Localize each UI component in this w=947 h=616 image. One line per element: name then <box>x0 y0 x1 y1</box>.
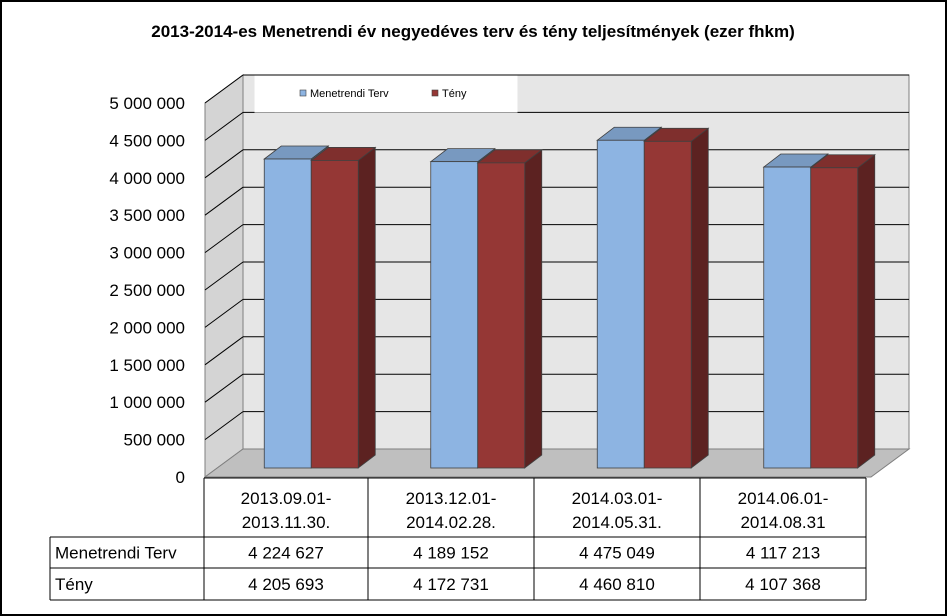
gridline-side <box>204 373 244 403</box>
y-tick-label: 3 500 000 <box>109 206 185 225</box>
gridline-side <box>204 261 244 291</box>
table-category-label: 2014.06.01- <box>738 489 829 508</box>
bar <box>476 149 543 469</box>
chart-title: 2013-2014-es Menetrendi év negyedéves te… <box>151 22 795 41</box>
y-tick-label: 500 000 <box>124 431 185 450</box>
y-tick-label: 1 000 000 <box>109 393 185 412</box>
table-value: 4 205 693 <box>248 575 324 594</box>
y-tick-label: 1 500 000 <box>109 356 185 375</box>
bar-front <box>810 167 859 469</box>
table-category-label: 2013.12.01- <box>406 489 497 508</box>
legend-swatch <box>431 89 439 97</box>
bar-front <box>263 158 312 469</box>
data-table: 2013.09.01- 2013.11.30. 2013.12.01- 2014.02… <box>49 477 867 601</box>
gridline-side <box>204 298 244 328</box>
y-tick-label: 2 500 000 <box>109 281 185 300</box>
table-category-label: 2013.11.30. <box>242 513 331 532</box>
bar <box>643 127 710 469</box>
bar-front <box>430 161 479 469</box>
legend-swatch <box>299 89 307 97</box>
gridline-side <box>204 186 244 216</box>
bar-front <box>763 166 812 469</box>
table-category-label: 2014.03.01- <box>572 489 663 508</box>
table-category-label: 2013.09.01- <box>241 489 332 508</box>
y-tick-label: 5 000 000 <box>109 94 185 113</box>
gridline-side <box>204 411 244 441</box>
floor <box>203 448 911 478</box>
bar-side <box>857 153 876 469</box>
gridline-side <box>204 336 244 366</box>
y-tick-label: 4 500 000 <box>109 131 185 150</box>
y-tick-label: 2 000 000 <box>109 318 185 337</box>
legend-label: Tény <box>442 88 467 100</box>
y-axis-ticks: 0 500 000 1 000 000 1 500 000 2 000 000 2 500… <box>109 94 185 487</box>
gridline-side <box>204 224 244 254</box>
table-series-name: Menetrendi Terv <box>55 544 177 563</box>
table-value: 4 189 152 <box>413 544 489 563</box>
bar <box>310 146 377 469</box>
table-category-label: 2014.05.31. <box>572 513 662 532</box>
bar <box>809 153 876 469</box>
bar-side <box>524 149 543 469</box>
bar-side <box>357 146 376 469</box>
y-tick-label: 4 000 000 <box>109 169 185 188</box>
y-tick-label: 0 <box>176 468 185 487</box>
gridline-side <box>204 149 244 179</box>
table-value: 4 224 627 <box>248 544 324 563</box>
table-value: 4 107 368 <box>745 575 821 594</box>
table-series-name: Tény <box>55 575 93 594</box>
y-tick-label: 3 000 000 <box>109 244 185 263</box>
gridline-side <box>204 111 244 141</box>
gridline-side <box>204 74 244 104</box>
legend-label: Menetrendi Terv <box>310 88 389 100</box>
bar-front <box>596 139 645 469</box>
legend: Menetrendi Terv Tény <box>254 75 518 113</box>
table-value: 4 475 049 <box>579 544 655 563</box>
table-category-label: 2014.02.28. <box>406 513 496 532</box>
bar-front <box>477 162 526 469</box>
bar-side <box>690 127 709 469</box>
table-value: 4 172 731 <box>413 575 489 594</box>
bar-front <box>643 140 692 469</box>
bars <box>263 126 876 469</box>
table-value: 4 117 213 <box>746 544 820 563</box>
table-value: 4 460 810 <box>579 575 655 594</box>
bar-front <box>310 160 359 469</box>
table-category-label: 2014.08.31 <box>740 513 825 532</box>
legend-box <box>254 75 518 113</box>
